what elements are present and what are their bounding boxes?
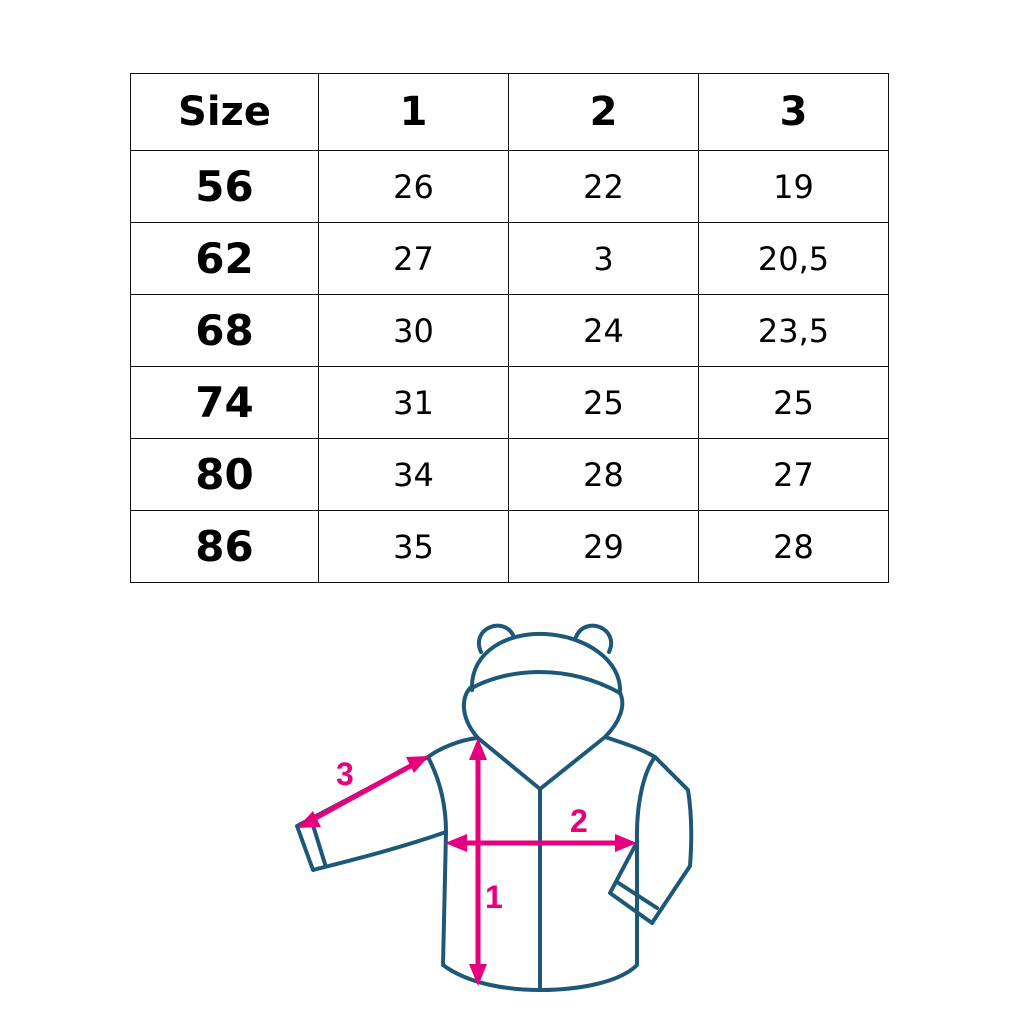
size-cell: 80 [130,438,319,511]
left-sleeve [295,755,448,872]
label-length: 1 [485,879,503,915]
measure-cell-3: 20,5 [698,222,889,295]
arrowhead-icon [469,964,487,986]
measure-cell-1: 27 [318,222,509,295]
arrowhead-icon [445,834,467,852]
measure-cell-2: 3 [508,222,699,295]
size-table: Size 1 2 3 56 26 22 19 62 27 3 20,5 68 30 24 23,5 74… [130,73,889,583]
header-1: 1 [318,73,509,151]
header-2: 2 [508,73,699,151]
hood-brim [470,670,622,695]
measure-lines [307,749,627,975]
hood [469,631,623,695]
measure-cell-1: 26 [318,150,509,223]
arrowhead-icon [615,834,637,852]
arrowhead-icon [297,811,321,828]
measure-cell-2: 24 [508,294,699,367]
right-ear [574,623,613,654]
measure-arrowheads [297,738,637,986]
size-cell: 74 [130,366,319,439]
measure-cell-3: 27 [698,438,889,511]
jacket-outline [295,623,694,992]
face [461,686,625,791]
size-cell: 62 [130,222,319,295]
measure-cell-3: 28 [698,510,889,583]
label-sleeve: 3 [336,756,354,792]
arrowhead-icon [406,756,429,773]
table-row: 74 31 25 25 [130,366,889,439]
table-row: 80 34 28 27 [130,438,889,511]
measure-labels: 1 2 3 [336,756,588,915]
label-width: 2 [570,803,588,839]
right-sleeve [608,755,694,925]
left-ear [477,623,516,654]
table-row: 62 27 3 20,5 [130,222,889,295]
table-row: 86 35 29 28 [130,510,889,583]
size-cell: 86 [130,510,319,583]
measure-cell-3: 19 [698,150,889,223]
table-row: 56 26 22 19 [130,150,889,223]
measure-cell-1: 34 [318,438,509,511]
header-size: Size [130,73,319,151]
measure-cell-1: 35 [318,510,509,583]
measure-cell-2: 29 [508,510,699,583]
sleeve-measure-line [307,760,419,824]
measure-cell-3: 25 [698,366,889,439]
measure-cell-1: 31 [318,366,509,439]
arrowhead-icon [469,738,487,760]
